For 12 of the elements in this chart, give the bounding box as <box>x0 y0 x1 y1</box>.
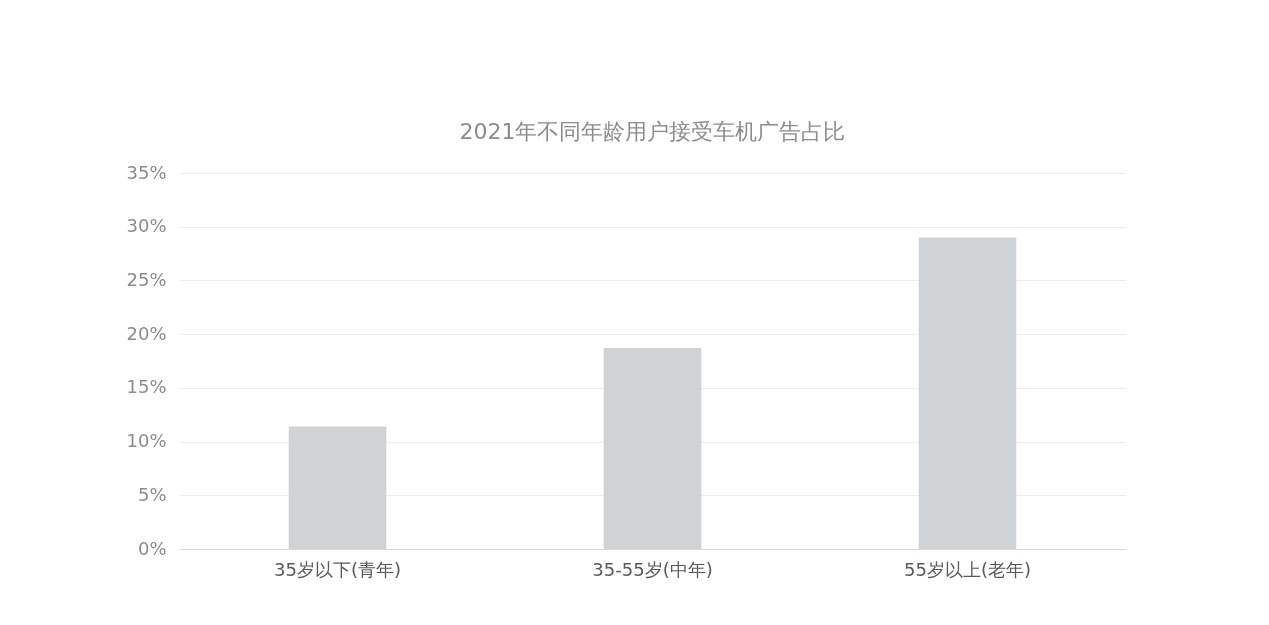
x-tick-label: 35-55岁(中年) <box>592 558 713 580</box>
x-tick-label: 55岁以上(老年) <box>904 558 1031 580</box>
y-tick-label: 15% <box>126 376 167 398</box>
y-tick-label: 0% <box>137 537 167 559</box>
y-tick-label: 20% <box>126 322 167 344</box>
y-tick-label: 10% <box>126 430 167 452</box>
y-tick-label: 30% <box>126 215 167 237</box>
x-tick-label: 35岁以下(青年) <box>274 558 401 580</box>
y-tick-label: 35% <box>126 161 167 183</box>
y-tick-label: 5% <box>137 483 167 505</box>
y-tick-label: 25% <box>126 268 167 290</box>
chart-title: 2021年不同年龄用户接受车机广告占比 <box>459 119 846 144</box>
